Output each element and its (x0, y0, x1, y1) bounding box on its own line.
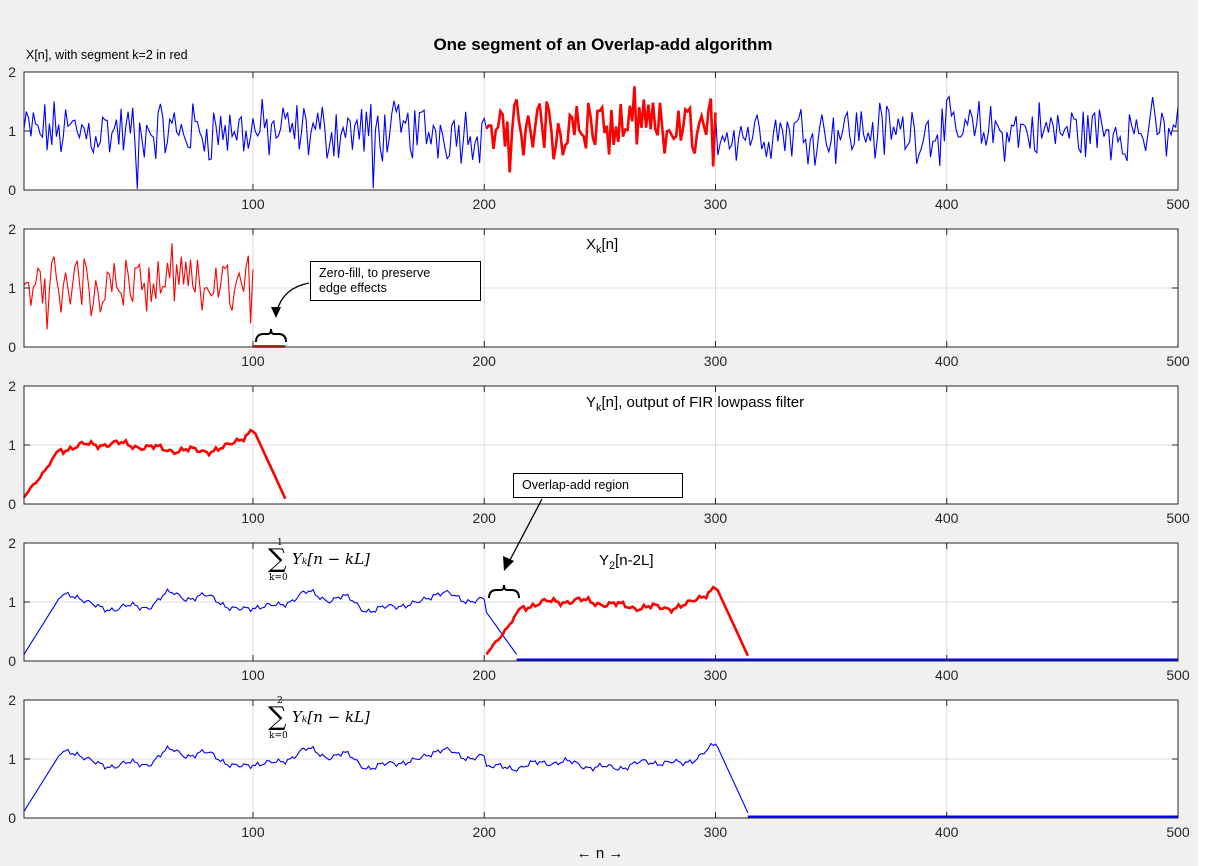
sum-expression: Yₖ[n − kL] (292, 708, 370, 726)
overlap-text: Overlap-add region (522, 478, 630, 492)
y-tick-label: 0 (8, 182, 16, 198)
x-tick-label: 200 (473, 824, 497, 840)
y-tick-label: 1 (8, 123, 16, 139)
series-y-2-n-2l- (485, 585, 750, 657)
y-tick-label: 2 (8, 692, 16, 708)
x-tick-label: 100 (241, 824, 265, 840)
sigma-symbol: ∑ (268, 702, 287, 732)
xk-label: Xk[n] (586, 236, 619, 256)
y-tick-label: 0 (8, 810, 16, 826)
y-tick-label: 0 (8, 339, 16, 355)
sum-formula-2: ∑ 2 k=0 Yₖ[n − kL] (266, 696, 426, 746)
y-tick-label: 0 (8, 496, 16, 512)
figure-title: One segment of an Overlap-add algorithm (433, 35, 773, 54)
zero-fill-text-2: edge effects (319, 281, 387, 295)
y-tick-label: 2 (8, 221, 16, 237)
sigma-symbol: ∑ (268, 544, 287, 574)
right-margin (1198, 0, 1206, 866)
x-tick-label: 400 (935, 353, 959, 369)
x-tick-label: 500 (1166, 667, 1190, 683)
overlap-arrow (509, 498, 543, 561)
y-tick-label: 1 (8, 280, 16, 296)
yk-label: Yk[n], output of FIR lowpass filter (586, 394, 805, 414)
x-tick-label: 200 (473, 353, 497, 369)
series-sum-k-0-2 (23, 742, 749, 813)
zero-fill-text-1: Zero-fill, to preserve (319, 266, 431, 280)
x-tick-label: 100 (241, 353, 265, 369)
y-tick-label: 2 (8, 64, 16, 80)
sum-formula-1: ∑ 1 k=0 Yₖ[n − kL] (266, 538, 426, 588)
x-tick-label: 200 (473, 510, 497, 526)
y2-label: Y2[n-2L] (599, 552, 654, 572)
zero-fill-brace (255, 328, 287, 343)
y-tick-label: 0 (8, 653, 16, 669)
x-tick-label: 200 (473, 196, 497, 212)
sum-expression: Yₖ[n − kL] (292, 550, 370, 568)
sum-upper-limit: 2 (277, 696, 283, 706)
x-tick-label: 400 (935, 196, 959, 212)
series-y-k-n- (22, 428, 287, 500)
series-sum-k-0-1 (23, 588, 518, 655)
zero-fill-callout: Zero-fill, to preserve edge effects (310, 261, 481, 301)
x-tick-label: 400 (935, 667, 959, 683)
x-tick-label: 300 (704, 196, 728, 212)
x-tick-label: 100 (241, 667, 265, 683)
overlap-callout: Overlap-add region (513, 473, 683, 498)
x-tick-label: 200 (473, 667, 497, 683)
x-tick-label: 300 (704, 667, 728, 683)
x-tick-label: 400 (935, 510, 959, 526)
x-tick-label: 500 (1166, 824, 1190, 840)
x-axis-label: ← n → (576, 845, 624, 862)
zero-fill-arrowhead (271, 307, 281, 318)
x-tick-label: 500 (1166, 196, 1190, 212)
x-tick-label: 300 (704, 353, 728, 369)
x-tick-label: 100 (241, 510, 265, 526)
series-x-k-n- (23, 243, 254, 330)
y-tick-label: 1 (8, 751, 16, 767)
x-tick-label: 500 (1166, 510, 1190, 526)
sum-upper-limit: 1 (277, 538, 283, 548)
y-tick-label: 2 (8, 535, 16, 551)
overlap-arrowhead (503, 556, 514, 571)
x-tick-label: 100 (241, 196, 265, 212)
overlap-brace (488, 584, 520, 599)
x-tick-label: 500 (1166, 353, 1190, 369)
series-segment-k-2 (485, 86, 717, 173)
x-tick-label: 400 (935, 824, 959, 840)
y-tick-label: 1 (8, 437, 16, 453)
x-tick-label: 300 (704, 824, 728, 840)
sum-lower-limit: k=0 (269, 731, 288, 741)
sum-lower-limit: k=0 (269, 573, 288, 583)
y-tick-label: 2 (8, 378, 16, 394)
y-tick-label: 1 (8, 594, 16, 610)
x-tick-label: 300 (704, 510, 728, 526)
subplot1-title: X[n], with segment k=2 in red (26, 48, 188, 62)
